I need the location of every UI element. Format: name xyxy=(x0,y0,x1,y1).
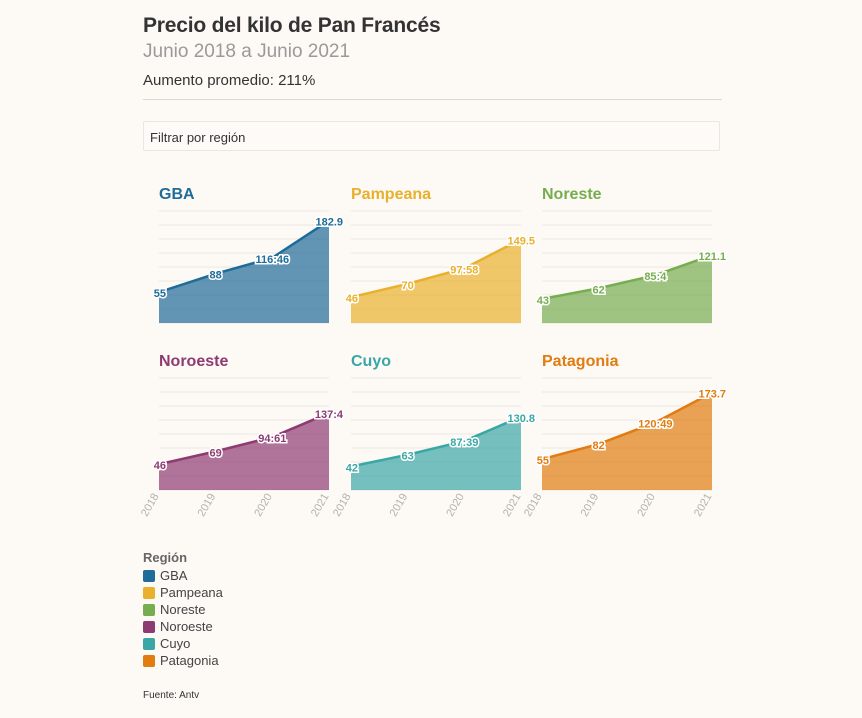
legend: Región GBA Pampeana Noreste Noroeste Cuyo Pat… xyxy=(143,550,223,669)
data-label: 173.7 xyxy=(698,389,726,401)
x-tick-label: 2021 xyxy=(501,492,524,519)
header-divider xyxy=(143,99,722,100)
data-label: 120:49 xyxy=(638,419,672,431)
legend-label: Pampeana xyxy=(160,585,223,600)
panel-title: GBA xyxy=(159,186,195,203)
series-line xyxy=(350,415,522,468)
x-tick-label: 2020 xyxy=(635,492,658,519)
area-fill xyxy=(159,220,329,323)
data-label: 87:39 xyxy=(450,437,478,449)
chart-header: Precio del kilo de Pan Francés Junio 201… xyxy=(143,14,722,89)
data-label: 70 xyxy=(402,280,414,292)
panel-title: Pampeana xyxy=(351,186,431,203)
panel-title: Cuyo xyxy=(351,353,391,370)
data-label: 137:4 xyxy=(315,409,344,421)
data-label: 121.1 xyxy=(698,251,726,263)
legend-title: Región xyxy=(143,550,188,565)
data-label: 85:4 xyxy=(644,271,667,283)
page-subtitle: Junio 2018 a Junio 2021 xyxy=(143,41,351,62)
x-tick-label: 2019 xyxy=(388,492,411,519)
panel-title: Patagonia xyxy=(542,353,619,370)
series-line xyxy=(158,411,330,466)
panel-noroeste: Noroeste 46 69 94:61 137:4 2018 2019 2020 2021 xyxy=(139,353,345,519)
page-title: Precio del kilo de Pan Francés xyxy=(143,14,441,37)
data-label: 94:61 xyxy=(258,433,286,445)
legend-item[interactable]: Noreste xyxy=(143,601,223,618)
area-fill xyxy=(351,239,521,323)
data-label: 55 xyxy=(537,455,549,467)
x-tick-label: 2020 xyxy=(252,492,275,519)
data-label: 69 xyxy=(210,447,222,459)
x-tick-label: 2019 xyxy=(196,492,219,519)
panel-title: Noroeste xyxy=(159,353,228,370)
legend-swatch xyxy=(143,603,155,616)
legend-swatch xyxy=(143,654,155,667)
panel-title: Noreste xyxy=(542,186,602,203)
legend-label: Noroeste xyxy=(160,619,213,634)
data-label: 43 xyxy=(537,295,549,307)
x-tick-label: 2021 xyxy=(309,492,332,519)
area-fill xyxy=(542,255,712,323)
data-label: 55 xyxy=(154,288,166,300)
legend-swatch xyxy=(143,569,155,582)
legend-item[interactable]: GBA xyxy=(143,567,223,584)
panel-cuyo: Cuyo 42 63 87:39 130.8 2018 2019 2020 2021 xyxy=(331,353,537,519)
data-label: 62 xyxy=(593,284,605,296)
legend-swatch xyxy=(143,620,155,633)
panel-pampeana: Pampeana 46 70 97:58 149.5 xyxy=(344,186,537,324)
data-label: 88 xyxy=(210,270,222,282)
x-tick-label: 2021 xyxy=(692,492,715,519)
summary-text: Aumento promedio: 211% xyxy=(143,72,316,89)
legend-swatch xyxy=(143,586,155,599)
data-label: 97:58 xyxy=(450,264,478,276)
legend-swatch xyxy=(143,637,155,650)
series-line xyxy=(541,254,713,301)
series-line xyxy=(350,238,522,299)
source-note: Fuente: Antv xyxy=(143,690,200,701)
data-label: 116:46 xyxy=(256,254,290,266)
region-filter-label: Filtrar por región xyxy=(150,130,246,145)
panel-patagonia: Patagonia 55 82 120:49 173.7 2018 2019 2020 2021 xyxy=(522,353,728,519)
x-tick-label: 2018 xyxy=(331,492,354,519)
data-label: 82 xyxy=(593,440,605,452)
data-label: 42 xyxy=(346,462,358,474)
legend-item[interactable]: Patagonia xyxy=(143,652,223,669)
series-line xyxy=(158,219,330,294)
legend-item[interactable]: Pampeana xyxy=(143,584,223,601)
data-label: 63 xyxy=(402,451,414,463)
legend-label: Noreste xyxy=(160,602,206,617)
legend-label: Patagonia xyxy=(160,653,219,668)
legend-label: Cuyo xyxy=(160,636,191,651)
data-label: 149.5 xyxy=(507,235,535,247)
legend-item[interactable]: Noroeste xyxy=(143,618,223,635)
legend-item[interactable]: Cuyo xyxy=(143,635,223,652)
x-tick-label: 2020 xyxy=(444,492,467,519)
legend-label: GBA xyxy=(160,568,188,583)
panel-noreste: Noreste 43 62 85:4 121.1 xyxy=(535,186,728,324)
x-tick-label: 2018 xyxy=(522,492,545,519)
area-fill xyxy=(542,392,712,490)
x-tick-label: 2018 xyxy=(139,492,162,519)
data-label: 130.8 xyxy=(507,413,535,425)
data-label: 182.9 xyxy=(315,217,343,229)
series-line xyxy=(541,391,713,461)
data-label: 46 xyxy=(346,293,358,305)
region-filter[interactable]: Filtrar por región xyxy=(143,121,720,151)
data-label: 46 xyxy=(154,460,166,472)
panel-gba: GBA 55 88 116:46 182.9 xyxy=(152,186,345,324)
x-tick-label: 2019 xyxy=(579,492,602,519)
